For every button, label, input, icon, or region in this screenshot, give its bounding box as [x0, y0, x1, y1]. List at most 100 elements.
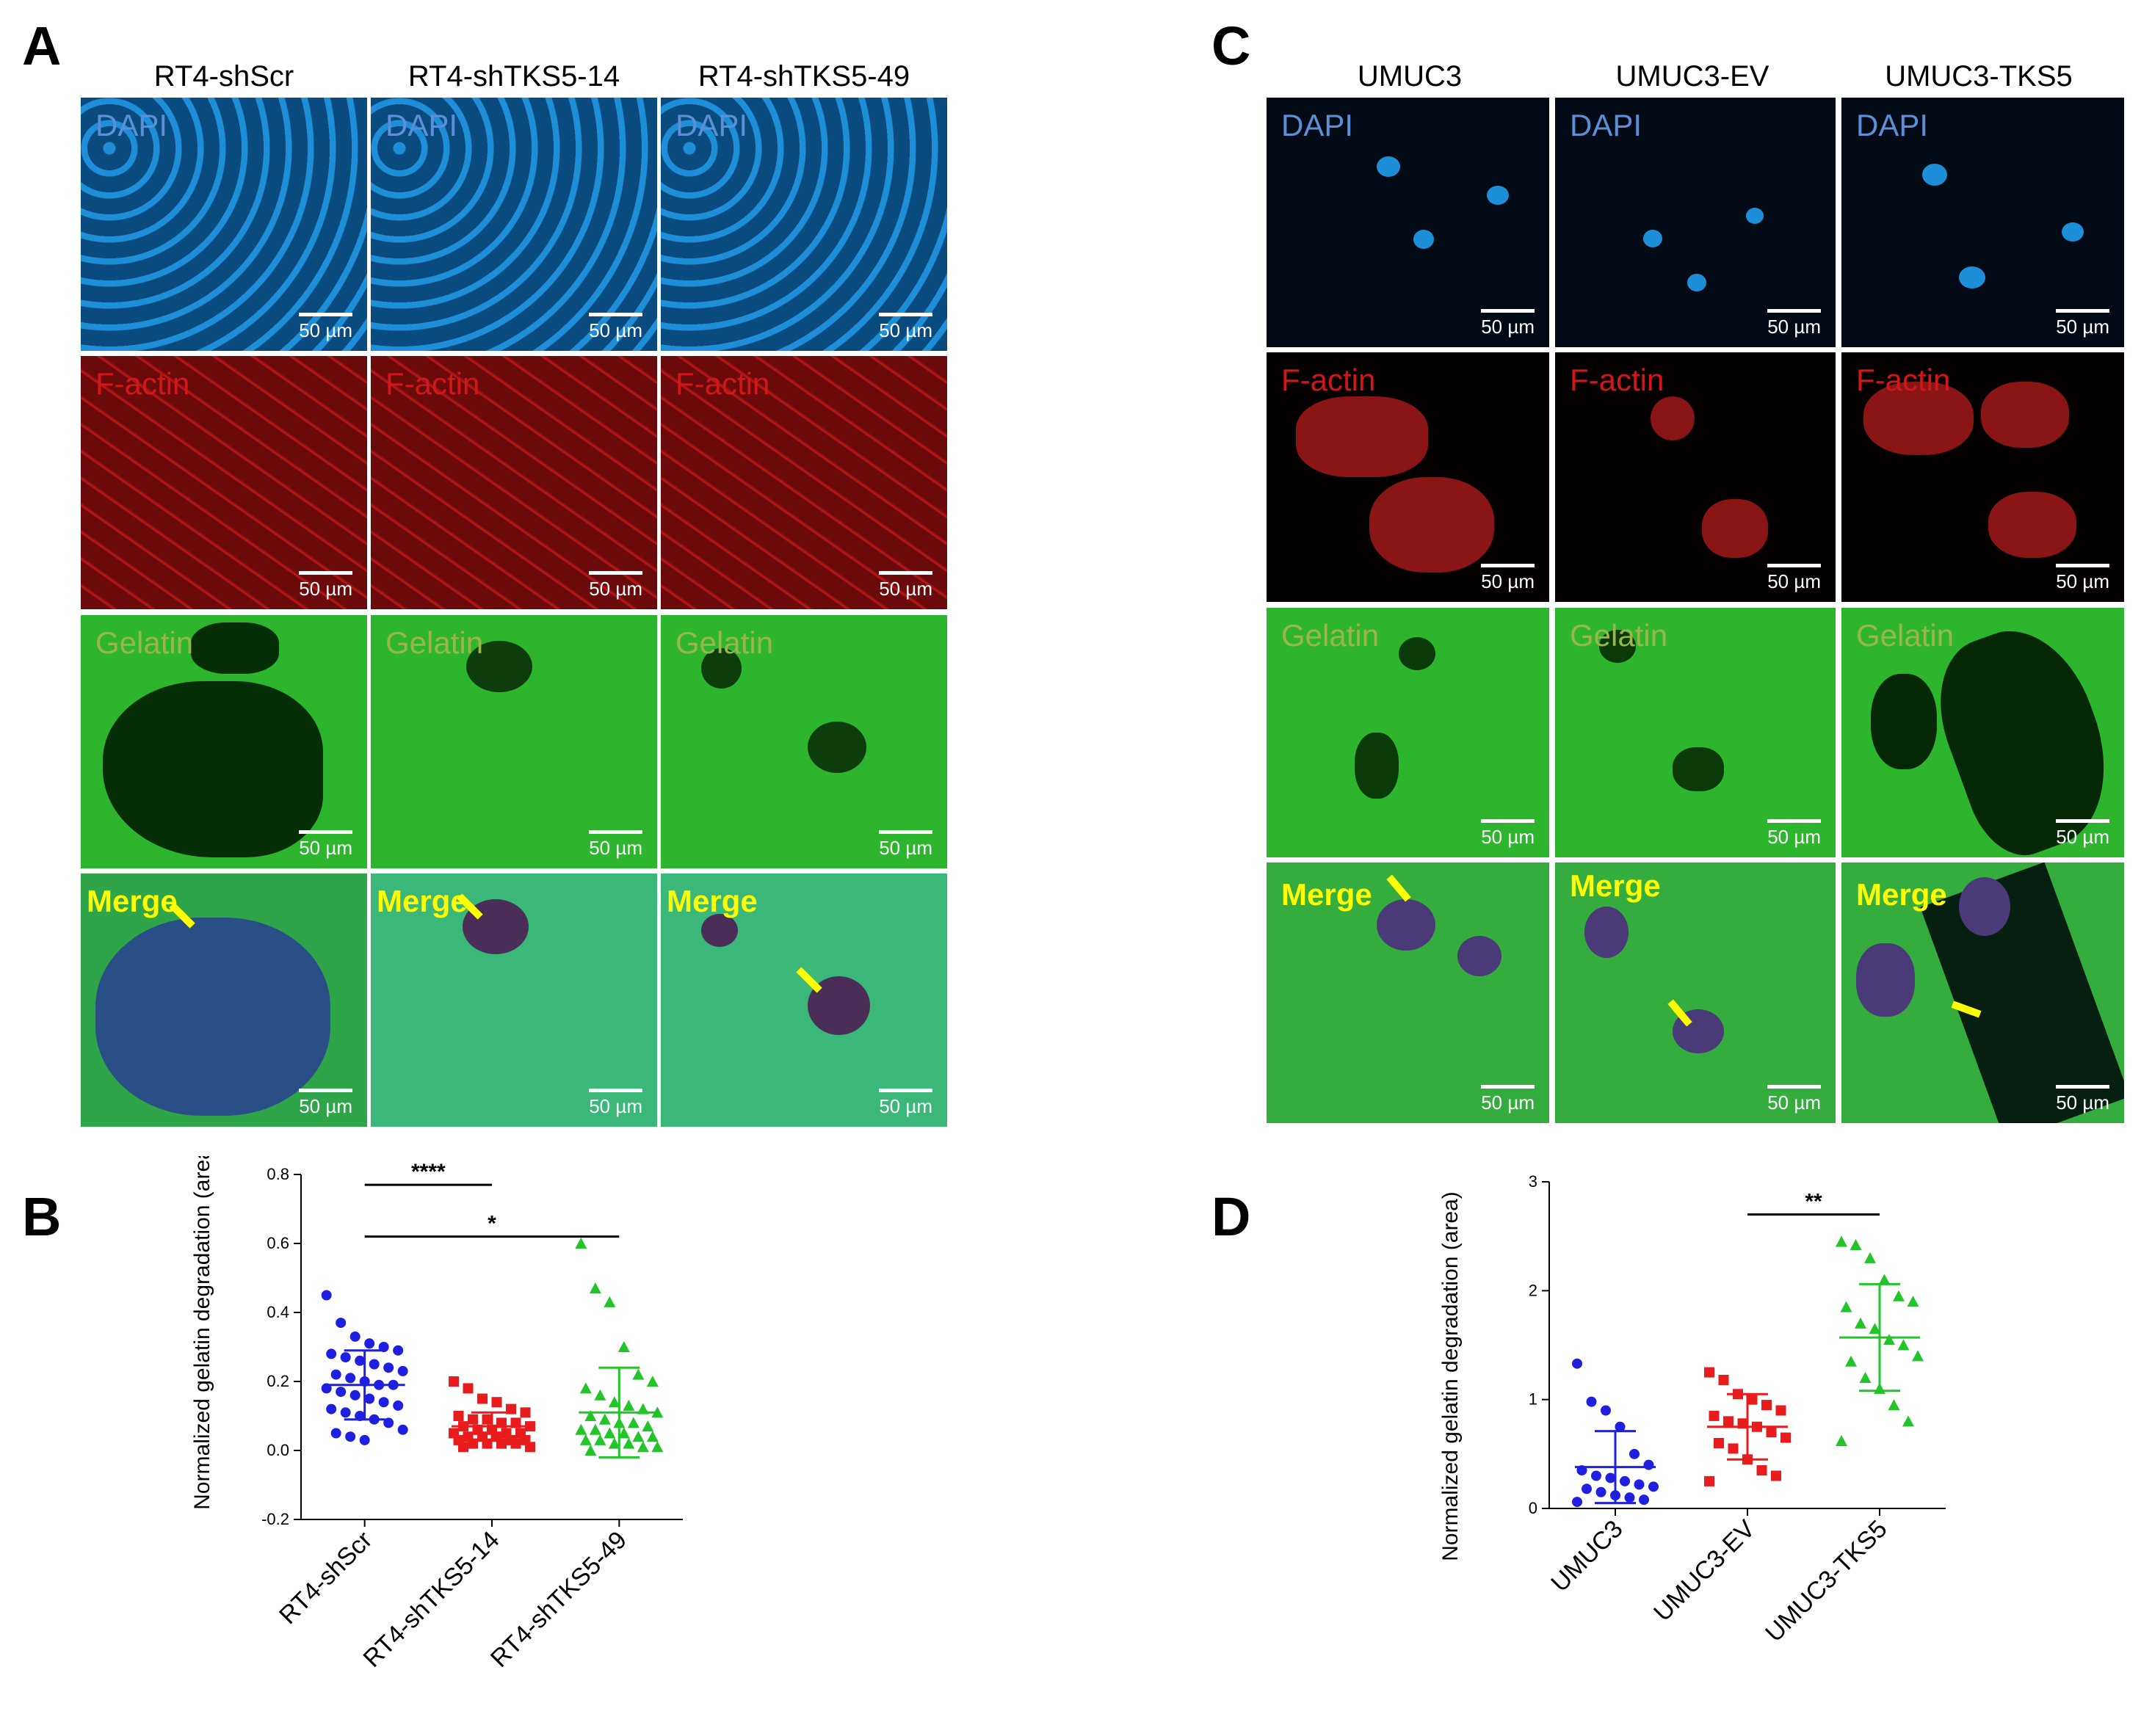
nucleus [1746, 208, 1764, 224]
data-point [1643, 1459, 1654, 1470]
data-point [632, 1368, 645, 1380]
cell [1296, 396, 1428, 477]
tile-a-merge-2: Merge 50 µm [371, 874, 657, 1127]
data-point [364, 1393, 375, 1404]
channel-label-dapi: DAPI [1856, 108, 1929, 142]
degradation-area [191, 622, 279, 674]
data-point [520, 1407, 531, 1418]
data-point [598, 1413, 611, 1425]
data-point [1771, 1470, 1781, 1481]
panel-letter-c: C [1211, 15, 1251, 76]
channel-label-factin: F-actin [385, 366, 480, 401]
data-point [1572, 1497, 1582, 1508]
data-point [326, 1403, 337, 1414]
data-point [637, 1441, 649, 1453]
tile-a-gelatin-1: Gelatin 50 µm [81, 615, 367, 868]
data-point [584, 1445, 597, 1456]
data-point [393, 1345, 404, 1356]
data-point [510, 1438, 521, 1449]
y-tick-label: 0.2 [267, 1372, 289, 1390]
channel-label-merge: Merge [377, 884, 468, 918]
data-point [1888, 1399, 1900, 1411]
data-point [393, 1400, 404, 1411]
degradation-area [1871, 674, 1937, 769]
data-point [632, 1431, 645, 1442]
channel-label-gelatin: Gelatin [1856, 618, 1955, 653]
tile-c-dapi-1: DAPI 50 µm [1267, 98, 1549, 347]
scale-bar: 50 µm [1767, 309, 1821, 338]
tile-c-merge-1: Merge 50 µm [1267, 862, 1549, 1123]
scale-bar: 50 µm [1767, 819, 1821, 849]
scale-bar: 50 µm [1767, 1085, 1821, 1114]
data-point [579, 1434, 592, 1445]
data-point [1893, 1290, 1905, 1301]
tile-c-dapi-3: DAPI 50 µm [1841, 98, 2124, 347]
data-point [1747, 1394, 1758, 1405]
data-point [397, 1365, 408, 1376]
data-point [1714, 1438, 1724, 1448]
data-point [1601, 1405, 1611, 1416]
data-point [1572, 1358, 1582, 1369]
cell [1702, 499, 1768, 558]
channel-label-merge: Merge [87, 884, 178, 918]
data-point [340, 1352, 351, 1363]
data-point [1756, 1465, 1767, 1476]
data-point [359, 1434, 370, 1445]
tile-a-dapi-3: DAPI 50 µm [661, 98, 947, 351]
data-point [589, 1423, 601, 1435]
data-point [1709, 1410, 1720, 1421]
data-point [330, 1369, 341, 1380]
data-point [1620, 1475, 1630, 1486]
data-point [1728, 1443, 1739, 1454]
data-point [1629, 1448, 1640, 1459]
channel-label-gelatin: Gelatin [385, 625, 484, 660]
channel-label-gelatin: Gelatin [675, 625, 774, 660]
significance-label: ** [1805, 1190, 1822, 1214]
data-point [1840, 1301, 1852, 1312]
cell [1863, 382, 1974, 455]
panel-letter-d: D [1211, 1186, 1251, 1247]
col-title-c1: UMUC3 [1357, 60, 1463, 92]
tile-c-gelatin-3: Gelatin 50 µm [1841, 608, 2124, 857]
data-point [468, 1414, 478, 1425]
data-point [349, 1331, 361, 1342]
data-point [336, 1387, 347, 1398]
data-point [397, 1424, 408, 1435]
data-point [349, 1390, 361, 1401]
nucleus [1922, 164, 1947, 186]
data-point [336, 1318, 347, 1329]
data-point [579, 1382, 592, 1394]
data-point [1586, 1396, 1597, 1407]
tile-a-merge-3: Merge 50 µm [661, 874, 947, 1127]
data-point [623, 1399, 635, 1411]
chart-b-plot: -0.2 0.0 0.2 0.4 0.6 0.8 RT4-shScrRT4-shTKS5-1… [261, 1160, 683, 1673]
data-point [340, 1407, 351, 1418]
data-point [575, 1238, 587, 1249]
tile-a-gelatin-3: Gelatin 50 µm [661, 615, 947, 868]
tile-a-factin-3: F-actin 50 µm [661, 356, 947, 609]
degradation-area [808, 722, 866, 773]
tile-c-dapi-2: DAPI 50 µm [1555, 98, 1836, 347]
scale-bar: 50 µm [1481, 309, 1535, 338]
data-point [1718, 1374, 1729, 1385]
data-point [383, 1417, 394, 1428]
tile-c-merge-2: Merge 50 µm [1555, 862, 1836, 1123]
data-point [1591, 1470, 1601, 1481]
y-tick-label: -0.2 [261, 1510, 289, 1528]
data-point [1869, 1323, 1881, 1334]
degradation-area [103, 681, 323, 857]
x-tick-label: RT4-shTKS5-49 [485, 1526, 632, 1673]
chart-d-plot: 0 1 2 3 UMUC3 UMUC3-EV UMUC3-TKS5 ** [1529, 1172, 1946, 1647]
channel-label-merge: Merge [667, 884, 758, 918]
data-point [482, 1414, 493, 1425]
data-point [1859, 1372, 1872, 1383]
nucleus [1959, 266, 1985, 288]
data-point [477, 1393, 488, 1404]
data-point [1605, 1472, 1616, 1483]
data-point [1850, 1239, 1862, 1251]
channel-label-factin: F-actin [95, 366, 190, 401]
chart-d: Normalized gelatin degradation (area) 0 1… [1438, 1172, 1946, 1647]
degradation-area [701, 648, 742, 689]
channel-label-dapi: DAPI [1570, 108, 1642, 142]
scale-bar: 50 µm [879, 830, 932, 860]
